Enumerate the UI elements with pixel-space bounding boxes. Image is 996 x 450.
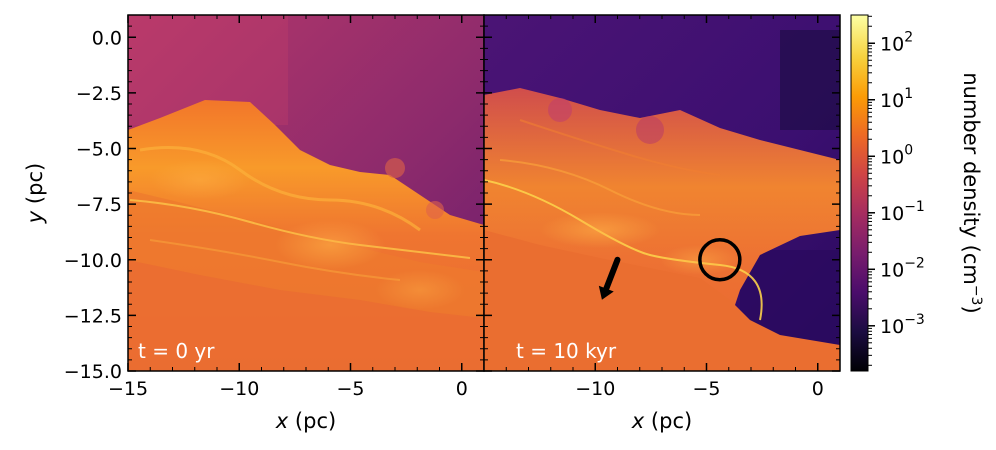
panel-t10kyr: −10 −5 0 t = 10 kyr x (pc) xyxy=(483,14,841,433)
colorbar-tick-label: 102 xyxy=(880,29,913,55)
direction-arrow-marker xyxy=(598,256,621,300)
x-tick-label: −5 xyxy=(692,378,720,400)
density-map-t10kyr xyxy=(484,15,840,371)
y-tick-label: −15.0 xyxy=(64,361,122,383)
colorbar-label: number density (cm−3) xyxy=(959,72,984,313)
x-axis-label-t10kyr: x (pc) xyxy=(631,409,692,433)
arrow-shaft xyxy=(603,256,621,292)
y-tick-label: −5.0 xyxy=(76,139,122,161)
colorbar-tick-label: 10−2 xyxy=(880,255,925,281)
colorbar-tick-label: 100 xyxy=(880,142,913,168)
x-tick-label: 0 xyxy=(812,378,824,400)
x-tick-label: −15 xyxy=(108,378,148,400)
density-map-t0 xyxy=(128,15,484,371)
arrow-head xyxy=(598,285,614,300)
colorbar-gradient xyxy=(851,15,868,371)
y-tick-label: −12.5 xyxy=(64,305,122,327)
y-tick-label: −10.0 xyxy=(64,250,122,272)
colorbar-ticks: 102 101 100 10−1 10−2 10−3 xyxy=(868,15,925,366)
colorbar-frame xyxy=(850,14,869,372)
y-axis-label: y (pc) xyxy=(23,163,47,224)
colorbar-tick-label: 10−1 xyxy=(880,199,925,225)
axis-ticks-t10kyr: −10 −5 0 xyxy=(483,14,841,400)
x-tick-label: −10 xyxy=(575,378,615,400)
x-tick-label: −10 xyxy=(219,378,259,400)
panel-t0: −15 −10 −5 00.0−2.5−5.0−7.5−10.0−12.5−15.0 … xyxy=(23,14,485,433)
highlight-circle-marker xyxy=(698,238,742,282)
colorbar-tick-label: 101 xyxy=(880,86,913,112)
y-tick-label: 0.0 xyxy=(92,27,122,49)
x-tick-label: 0 xyxy=(456,378,468,400)
colorbar-tick-label: 10−3 xyxy=(880,312,925,338)
time-annotation-t10kyr: t = 10 kyr xyxy=(516,339,617,363)
time-annotation-t0: t = 0 yr xyxy=(138,339,215,363)
colorbar: 102 101 100 10−1 10−2 10−3 number density (cm… xyxy=(850,14,984,372)
x-axis-label-t0: x (pc) xyxy=(275,409,336,433)
y-tick-label: −7.5 xyxy=(76,194,122,216)
axis-ticks-t0: −15 −10 −5 0 0.0 −2.5 −5.0 −7.5 −10.0 −12.5 −15.0 xyxy=(64,14,485,400)
x-tick-label: −5 xyxy=(336,378,364,400)
y-tick-label: −2.5 xyxy=(76,83,122,105)
